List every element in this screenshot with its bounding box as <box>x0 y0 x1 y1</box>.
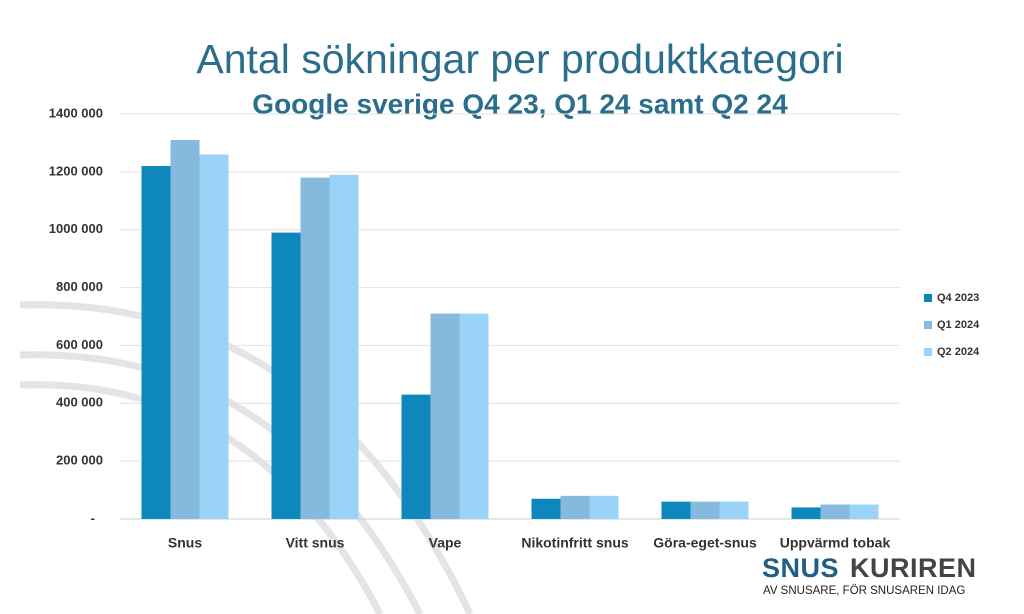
x-tick-label: Uppvärmd tobak <box>780 535 891 551</box>
y-tick-label: 1000 000 <box>49 221 103 236</box>
legend-swatch <box>924 321 932 329</box>
y-tick-label: 200 000 <box>56 453 103 468</box>
bar <box>791 507 821 519</box>
chart-title: Antal sökningar per produktkategori <box>196 36 843 82</box>
legend-label: Q1 2024 <box>937 319 980 331</box>
legend-label: Q4 2023 <box>937 292 979 304</box>
bar <box>589 495 619 519</box>
bar <box>661 501 691 519</box>
x-tick-label: Vape <box>429 535 462 551</box>
bar <box>849 504 879 519</box>
logo-brand-b: KURIREN <box>850 553 977 583</box>
logo-tagline: AV SNUSARE, FÖR SNUSAREN IDAG <box>763 585 965 597</box>
logo-brand-a: SNUS <box>762 553 839 583</box>
x-tick-label: Snus <box>168 535 202 551</box>
y-tick-label: - <box>91 510 95 525</box>
arc <box>19 351 424 614</box>
y-tick-label: 400 000 <box>56 395 103 410</box>
bar <box>141 166 171 520</box>
y-tick-label: 800 000 <box>56 279 103 294</box>
legend-swatch <box>924 348 932 356</box>
bar <box>430 313 460 519</box>
y-tick-label: 1400 000 <box>49 105 103 120</box>
x-tick-label: Göra-eget-snus <box>653 535 757 551</box>
bar <box>271 232 301 519</box>
y-tick-label: 600 000 <box>56 337 103 352</box>
bar <box>170 140 200 520</box>
legend-label: Q2 2024 <box>937 346 980 358</box>
chart-subtitle: Google sverige Q4 23, Q1 24 samt Q2 24 <box>252 88 788 119</box>
bar <box>820 504 850 519</box>
x-tick-label: Nikotinfritt snus <box>521 535 629 551</box>
bar <box>329 174 359 519</box>
bar <box>719 501 749 519</box>
legend-swatch <box>924 294 932 302</box>
bar <box>300 177 330 519</box>
arc <box>19 301 474 614</box>
bar <box>531 498 561 519</box>
bar <box>199 154 229 519</box>
y-tick-label: 1200 000 <box>49 163 103 178</box>
bar <box>459 313 489 519</box>
x-tick-label: Vitt snus <box>286 535 345 551</box>
bar <box>401 394 431 519</box>
bar <box>690 501 720 519</box>
bar <box>560 495 590 519</box>
